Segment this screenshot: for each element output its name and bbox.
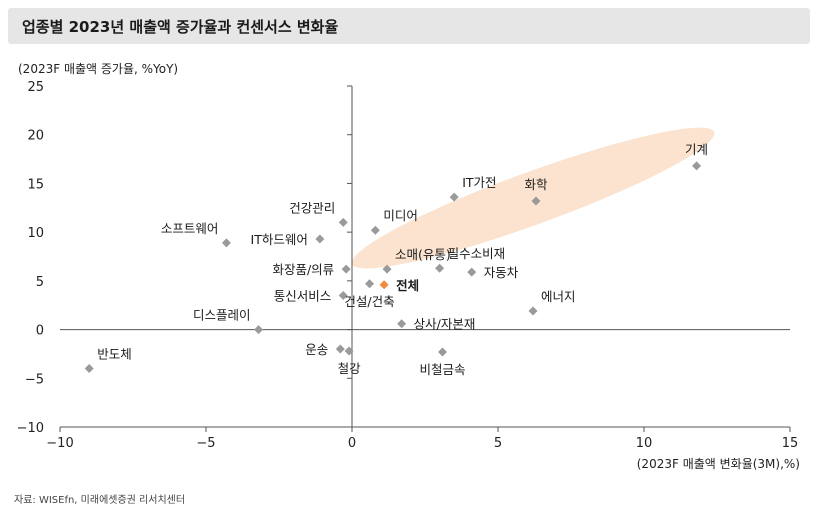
chart-title: 업종별 2023년 매출액 증가율과 컨센서스 변화율 xyxy=(22,18,339,36)
data-point-label: 상사/자본재 xyxy=(414,317,476,332)
data-point-label: IT가전 xyxy=(462,175,496,190)
data-point-label: 기계 xyxy=(685,142,708,157)
data-point-label: 소프트웨어 xyxy=(161,221,219,236)
data-point xyxy=(338,290,348,300)
data-point-label: 건설/건축 xyxy=(344,294,394,309)
x-tick-label: −10 xyxy=(46,436,73,451)
data-point xyxy=(254,325,264,335)
data-point-label: 디스플레이 xyxy=(193,308,251,323)
data-point xyxy=(221,238,231,248)
data-point xyxy=(338,217,348,227)
x-tick-label: −5 xyxy=(196,436,215,451)
data-point xyxy=(438,347,448,357)
data-point xyxy=(315,234,325,244)
y-tick-label: 20 xyxy=(27,129,44,144)
data-point xyxy=(379,280,389,290)
y-tick-label: 15 xyxy=(27,177,44,192)
data-point-label: 반도체 xyxy=(97,347,132,362)
y-tick-label: 0 xyxy=(36,324,44,339)
data-point xyxy=(435,263,445,273)
y-tick-label: 25 xyxy=(27,80,44,95)
y-axis-label: (2023F 매출액 증가율, %YoY) xyxy=(18,62,179,76)
x-tick-label: 15 xyxy=(782,436,799,451)
y-tick-label: 5 xyxy=(36,275,44,290)
data-point-label: 화장품/의류 xyxy=(272,262,334,277)
data-point-label: IT하드웨어 xyxy=(251,232,308,247)
data-point-label: 필수소비재 xyxy=(448,246,506,261)
data-point-label: 에너지 xyxy=(541,289,576,304)
title-bar: 업종별 2023년 매출액 증가율과 컨센서스 변화율 xyxy=(8,8,810,44)
x-axis-label: (2023F 매출액 변화율(3M),%) xyxy=(636,457,800,471)
x-tick-label: 0 xyxy=(348,436,356,451)
x-tick-label: 10 xyxy=(636,436,653,451)
data-point xyxy=(344,346,354,356)
data-point-label: 자동차 xyxy=(484,265,519,280)
data-point-label: 비철금속 xyxy=(420,362,466,377)
highlight-ellipse xyxy=(351,127,715,269)
data-point xyxy=(467,267,477,277)
y-tick-label: 10 xyxy=(27,226,44,241)
data-point xyxy=(692,161,702,171)
data-point-label: 화학 xyxy=(524,177,548,192)
y-tick-label: −5 xyxy=(25,372,44,387)
data-point-label: 운송 xyxy=(305,342,328,357)
data-point-label: 건강관리 xyxy=(289,200,335,215)
data-point xyxy=(341,264,351,274)
data-point xyxy=(531,196,541,206)
data-point xyxy=(84,364,94,374)
data-point xyxy=(397,319,407,329)
data-point-label: 통신서비스 xyxy=(274,288,332,303)
data-point-label: 소매(유통) xyxy=(395,247,451,262)
data-point-label: 미디어 xyxy=(383,208,418,223)
data-point xyxy=(370,225,380,235)
y-tick-label: −10 xyxy=(17,421,44,436)
data-point-label: 전체 xyxy=(396,278,419,293)
source-note: 자료: WISEfn, 미래에셋증권 리서치센터 xyxy=(14,495,186,506)
data-point xyxy=(382,264,392,274)
data-point xyxy=(528,306,538,316)
data-point xyxy=(335,344,345,354)
data-point xyxy=(449,192,459,202)
data-point-label: 철강 xyxy=(338,361,362,376)
x-tick-label: 5 xyxy=(494,436,502,451)
data-point xyxy=(365,279,375,289)
